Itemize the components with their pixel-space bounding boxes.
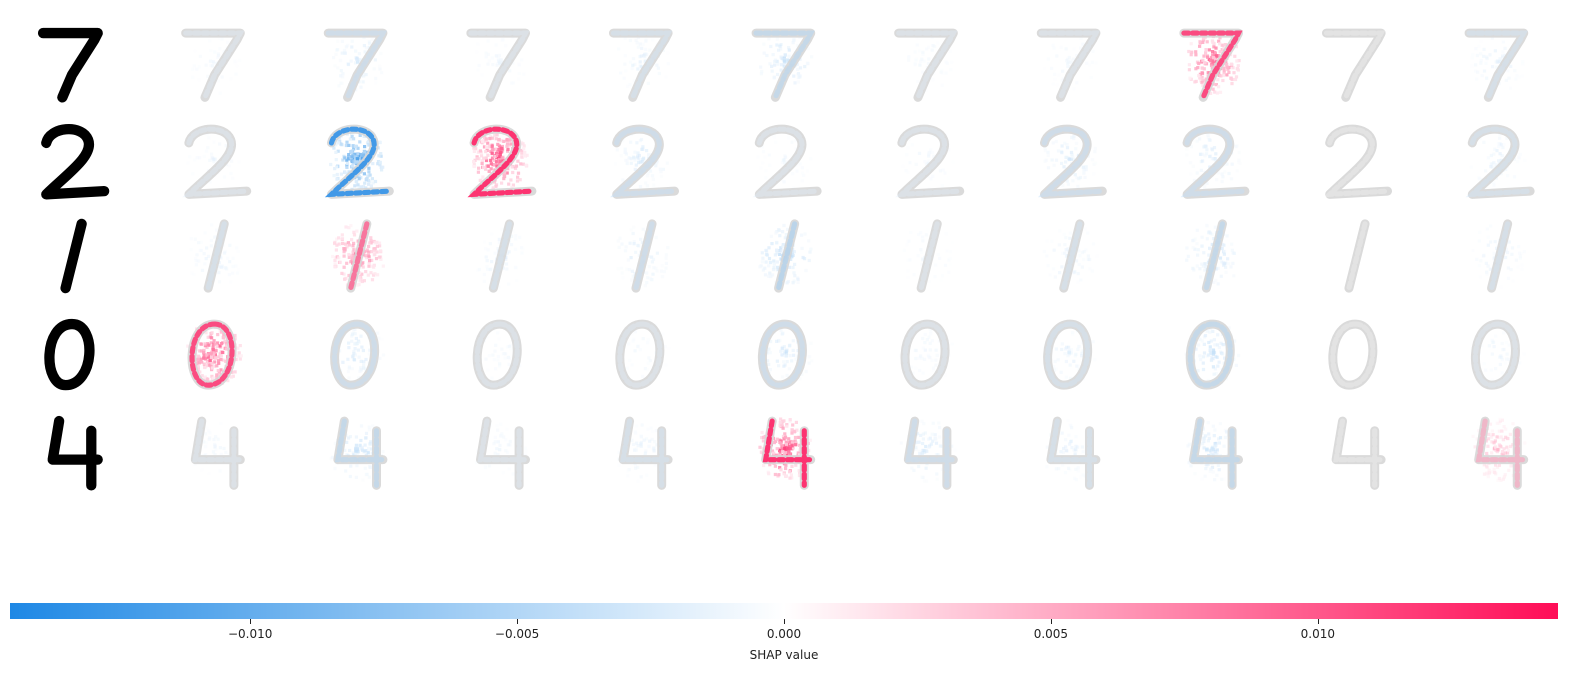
input-digit-4 bbox=[47, 415, 103, 491]
colorbar-tick-label: 0.005 bbox=[1033, 627, 1069, 641]
shap-tile-4-6 bbox=[899, 416, 958, 490]
shap-tile-1-3 bbox=[476, 219, 525, 293]
shap-tile-0-10 bbox=[1470, 319, 1526, 390]
colorbar-tick-mark bbox=[250, 619, 252, 624]
shap-tile-7-2 bbox=[323, 28, 388, 102]
shap-tile-1-9 bbox=[1332, 219, 1375, 293]
shap-tile-7-5 bbox=[751, 28, 816, 102]
shap-tile-7-10 bbox=[1464, 28, 1529, 102]
shap-tile-2-2 bbox=[324, 124, 394, 199]
shap-tile-7-4 bbox=[608, 28, 673, 102]
shap-tile-4-5 bbox=[758, 416, 816, 490]
row-4 bbox=[47, 415, 1529, 491]
shap-tile-1-8 bbox=[1185, 219, 1236, 293]
shap-tile-4-3 bbox=[475, 416, 531, 490]
shap-tile-0-3 bbox=[472, 319, 522, 390]
shap-tile-2-8 bbox=[1180, 124, 1250, 199]
shap-tile-2-4 bbox=[610, 124, 680, 199]
shap-tile-0-9 bbox=[1328, 319, 1382, 390]
shap-tile-7-9 bbox=[1321, 28, 1386, 102]
colorbar bbox=[10, 603, 1558, 619]
colorbar-tick-mark bbox=[1050, 619, 1052, 624]
shap-tile-1-10 bbox=[1471, 219, 1526, 293]
shap-tile-4-7 bbox=[1045, 416, 1101, 490]
input-digit-2 bbox=[41, 124, 110, 200]
shap-tile-2-9 bbox=[1323, 124, 1393, 199]
colorbar-block: −0.010 −0.005 0.000 0.005 0.010 SHAP value bbox=[10, 603, 1558, 673]
colorbar-tick-mark bbox=[784, 619, 785, 624]
shap-tile-0-1 bbox=[186, 319, 243, 390]
shap-tile-4-4 bbox=[617, 416, 673, 490]
shap-tile-1-4 bbox=[616, 219, 670, 293]
colorbar-tick-mark bbox=[1317, 619, 1319, 624]
shap-tile-0-6 bbox=[898, 319, 954, 390]
row-0 bbox=[44, 318, 1526, 391]
colorbar-label: SHAP value bbox=[749, 648, 819, 662]
shap-tile-2-6 bbox=[895, 124, 965, 199]
colorbar-tick-label: −0.010 bbox=[227, 627, 273, 641]
input-digit-0 bbox=[44, 318, 95, 391]
colorbar-tick-mark bbox=[517, 619, 519, 624]
shap-tile-4-9 bbox=[1329, 416, 1386, 490]
shap-tile-4-10 bbox=[1471, 416, 1529, 490]
shap-tile-7-3 bbox=[466, 28, 531, 102]
shap-tile-1-1 bbox=[189, 219, 241, 293]
attribution-grid bbox=[37, 27, 1535, 491]
shap-tile-4-1 bbox=[190, 416, 245, 490]
shap-tile-0-4 bbox=[615, 319, 671, 390]
shap-tile-1-5 bbox=[758, 219, 813, 293]
colorbar-tick-label: 0.010 bbox=[1300, 627, 1335, 641]
row-7 bbox=[37, 27, 1529, 103]
shap-tile-2-1 bbox=[182, 124, 252, 199]
shap-tile-0-5 bbox=[757, 319, 814, 390]
shap-tile-0-7 bbox=[1043, 319, 1097, 390]
shap-tile-2-10 bbox=[1465, 124, 1535, 199]
shap-tile-1-6 bbox=[902, 219, 954, 293]
colorbar-tick-label: −0.005 bbox=[494, 627, 540, 641]
shap-tile-7-7 bbox=[1036, 28, 1101, 102]
shap-tile-1-2 bbox=[331, 219, 385, 293]
shap-tile-4-8 bbox=[1186, 416, 1244, 490]
shap-tile-2-5 bbox=[752, 124, 822, 199]
row-1 bbox=[60, 218, 1526, 294]
shap-tile-0-8 bbox=[1184, 319, 1241, 390]
input-digit-1 bbox=[60, 218, 87, 294]
colorbar-tick-label: 0.000 bbox=[766, 627, 802, 641]
shap-tile-7-6 bbox=[894, 28, 958, 102]
shap-tile-7-1 bbox=[181, 28, 245, 102]
shap-tile-1-7 bbox=[1042, 219, 1099, 293]
input-digit-7 bbox=[37, 27, 103, 103]
shap-tile-2-3 bbox=[467, 124, 537, 199]
shap-tile-7-8 bbox=[1179, 28, 1244, 102]
row-2 bbox=[41, 124, 1535, 200]
shap-tile-2-7 bbox=[1037, 124, 1107, 199]
shap-tile-4-2 bbox=[329, 416, 388, 490]
shap-tile-0-2 bbox=[330, 319, 386, 390]
